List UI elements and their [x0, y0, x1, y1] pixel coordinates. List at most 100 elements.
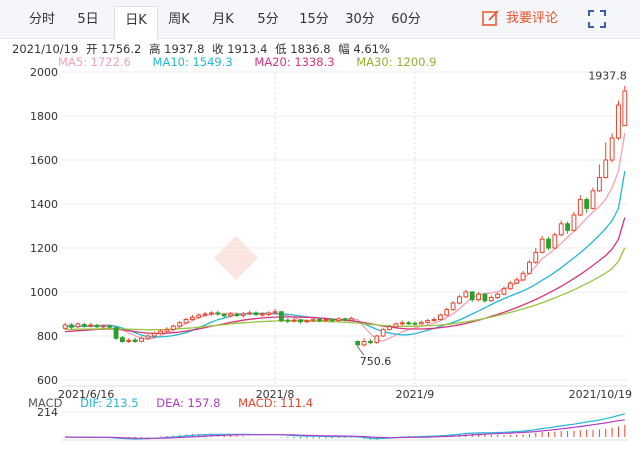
candle-body — [139, 337, 144, 342]
candle-body — [437, 314, 443, 321]
info-open: 开 1756.2 — [85, 42, 142, 56]
macd-title: MACD — [28, 396, 63, 410]
candle-body — [368, 341, 373, 344]
candle-body — [514, 279, 520, 284]
macd-value-label: MACD: 111.4 — [238, 396, 314, 410]
comment-label: 我要评论 — [506, 11, 559, 26]
candle-body — [228, 313, 233, 317]
y-tick-label: 600 — [37, 374, 58, 387]
candle-body — [298, 319, 303, 323]
candle-body — [609, 137, 615, 161]
tab-60分[interactable]: 60分 — [391, 12, 421, 27]
watermark-logo-mark — [214, 236, 258, 280]
dea-line — [65, 419, 625, 440]
candle-body — [164, 328, 170, 332]
ma30-label: MA30: 1200.9 — [356, 55, 437, 69]
low-annotation-pointer — [357, 346, 365, 356]
ma5-label: MA5: 1722.6 — [58, 55, 131, 69]
dif-label: DIF: 213.5 — [80, 396, 139, 410]
candle-body — [120, 337, 125, 343]
macd-legend: MACD DIF: 213.5 DEA: 157.8 MACD: 111.4 — [28, 396, 327, 410]
info-low: 低 1836.8 — [275, 42, 331, 56]
candle-body — [253, 312, 259, 315]
candle-body — [590, 190, 596, 209]
y-tick-label: 2000 — [30, 66, 58, 79]
candle-body — [584, 199, 590, 209]
candle-body — [266, 312, 272, 315]
tab-30分[interactable]: 30分 — [345, 12, 375, 27]
info-amplitude: 幅 4.61% — [338, 42, 390, 56]
ma10-line — [65, 171, 626, 338]
candle-body — [533, 251, 539, 263]
candle-body — [412, 322, 418, 325]
candle-body — [603, 159, 609, 179]
candle-body — [62, 324, 68, 329]
tab-5分[interactable]: 5分 — [257, 12, 279, 27]
candle-body — [425, 320, 431, 323]
candle-body — [355, 341, 361, 346]
candle-body — [234, 313, 240, 317]
tab-月K[interactable]: 月K — [212, 12, 234, 27]
candle-body — [221, 313, 227, 317]
candle-body — [571, 214, 577, 231]
candle-body — [323, 319, 329, 322]
candle-body — [209, 312, 214, 315]
candle-body — [285, 319, 291, 322]
candle-body — [94, 324, 100, 328]
candle-body — [202, 313, 208, 316]
candle-body — [444, 309, 450, 316]
candle-body — [552, 234, 558, 249]
candle-body — [374, 335, 380, 344]
y-tick-label: 800 — [37, 330, 58, 343]
candle-body — [450, 302, 456, 311]
candle-body — [291, 319, 297, 322]
ohlc-info: 2021/10/19 开 1756.2 高 1937.8 收 1913.4 低 … — [12, 41, 394, 57]
candle-body — [476, 293, 481, 301]
comment-button[interactable]: 我要评论 — [482, 9, 558, 29]
y-tick-label: 1800 — [30, 110, 58, 123]
macd-axis-label: 214 — [37, 406, 58, 419]
candle-body — [342, 318, 348, 321]
candle-body — [247, 312, 253, 315]
info-high: 高 1937.8 — [149, 42, 205, 56]
edit-icon — [482, 10, 499, 26]
ma-legend: MA5: 1722.6 MA10: 1549.3 MA20: 1338.3 MA… — [58, 55, 454, 69]
candle-body — [488, 297, 494, 302]
tab-日K[interactable]: 日K — [114, 6, 158, 40]
info-close: 收 1913.4 — [212, 42, 268, 56]
candle-body — [81, 324, 87, 327]
tab-分时[interactable]: 分时 — [28, 12, 55, 27]
candle-body — [482, 293, 488, 302]
candle-body — [546, 238, 551, 249]
candle-body — [558, 223, 564, 236]
candle-body — [431, 319, 437, 322]
tab-周K[interactable]: 周K — [168, 12, 190, 27]
candle-body — [317, 318, 322, 322]
ma10-label: MA10: 1549.3 — [152, 55, 233, 69]
candle-body — [565, 223, 570, 231]
fullscreen-icon[interactable] — [588, 10, 606, 28]
candle-body — [380, 328, 386, 337]
tab-15分[interactable]: 15分 — [299, 12, 329, 27]
x-tick-label: 2021/9 — [396, 388, 435, 401]
candle-body — [107, 325, 113, 328]
candle-body — [361, 341, 367, 346]
candle-body — [622, 90, 628, 127]
ma20-label: MA20: 1338.3 — [254, 55, 335, 69]
candle-body — [387, 326, 392, 330]
y-tick-label: 1600 — [30, 154, 58, 167]
tab-5日[interactable]: 5日 — [77, 12, 99, 27]
candle-body — [145, 335, 151, 339]
candle-body — [329, 319, 335, 322]
candle-body — [539, 238, 545, 253]
candle-body — [158, 330, 163, 334]
x-tick-label: 2021/6/16 — [58, 388, 114, 401]
x-tick-label: 2021/8 — [256, 388, 295, 401]
candle-body — [527, 261, 532, 274]
candle-body — [151, 332, 157, 337]
candle-body — [304, 320, 310, 323]
candle-body — [177, 322, 183, 327]
ma20-line — [65, 217, 626, 335]
low-annotation: 750.6 — [360, 355, 392, 368]
